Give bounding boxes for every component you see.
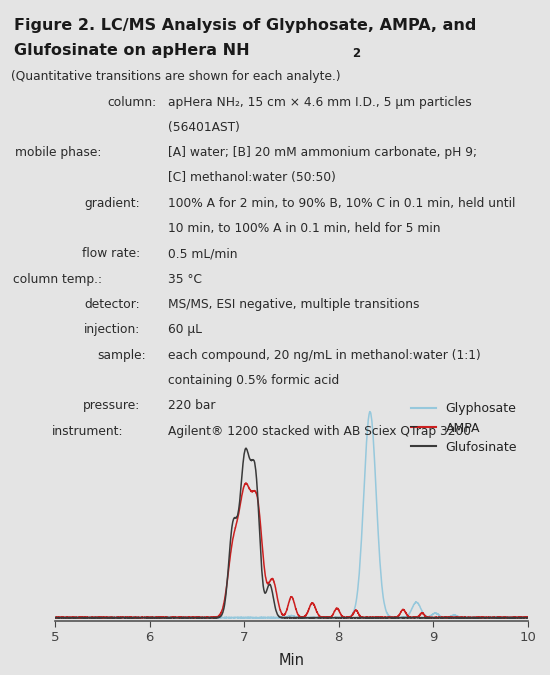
Text: [A] water; [B] 20 mM ammonium carbonate, pH 9;: [A] water; [B] 20 mM ammonium carbonate,… xyxy=(168,146,477,159)
Text: 2: 2 xyxy=(352,47,360,60)
Text: pressure:: pressure: xyxy=(83,400,140,412)
Text: apHera NH₂, 15 cm × 4.6 mm I.D., 5 μm particles: apHera NH₂, 15 cm × 4.6 mm I.D., 5 μm pa… xyxy=(168,95,471,109)
Text: 220 bar: 220 bar xyxy=(168,400,215,412)
Text: flow rate:: flow rate: xyxy=(82,248,140,261)
Text: (Quantitative transitions are shown for each analyte.): (Quantitative transitions are shown for … xyxy=(11,70,340,83)
Text: 10 min, to 100% A in 0.1 min, held for 5 min: 10 min, to 100% A in 0.1 min, held for 5… xyxy=(168,222,440,235)
Legend: Glyphosate, AMPA, Glufosinate: Glyphosate, AMPA, Glufosinate xyxy=(410,402,517,454)
Text: [C] methanol:water (50:50): [C] methanol:water (50:50) xyxy=(168,171,336,184)
Text: detector:: detector: xyxy=(85,298,140,311)
Text: 100% A for 2 min, to 90% B, 10% C in 0.1 min, held until: 100% A for 2 min, to 90% B, 10% C in 0.1… xyxy=(168,197,515,210)
Text: MS/MS, ESI negative, multiple transitions: MS/MS, ESI negative, multiple transition… xyxy=(168,298,419,311)
Text: mobile phase:: mobile phase: xyxy=(15,146,102,159)
Text: Glufosinate on apHera NH: Glufosinate on apHera NH xyxy=(14,43,249,58)
Text: column temp.:: column temp.: xyxy=(13,273,102,286)
Text: Agilent® 1200 stacked with AB Sciex QTrap 3200: Agilent® 1200 stacked with AB Sciex QTra… xyxy=(168,425,471,437)
X-axis label: Min: Min xyxy=(278,653,305,668)
Text: each compound, 20 ng/mL in methanol:water (1:1): each compound, 20 ng/mL in methanol:wate… xyxy=(168,348,481,362)
Text: 0.5 mL/min: 0.5 mL/min xyxy=(168,248,237,261)
Text: column:: column: xyxy=(108,95,157,109)
Text: sample:: sample: xyxy=(97,348,146,362)
Text: Figure 2. LC/MS Analysis of Glyphosate, AMPA, and: Figure 2. LC/MS Analysis of Glyphosate, … xyxy=(14,18,476,32)
Text: gradient:: gradient: xyxy=(85,197,140,210)
Text: injection:: injection: xyxy=(84,323,140,336)
Text: containing 0.5% formic acid: containing 0.5% formic acid xyxy=(168,374,339,387)
Text: (56401AST): (56401AST) xyxy=(168,121,240,134)
Text: 35 °C: 35 °C xyxy=(168,273,202,286)
Text: 60 μL: 60 μL xyxy=(168,323,202,336)
Text: instrument:: instrument: xyxy=(52,425,124,437)
